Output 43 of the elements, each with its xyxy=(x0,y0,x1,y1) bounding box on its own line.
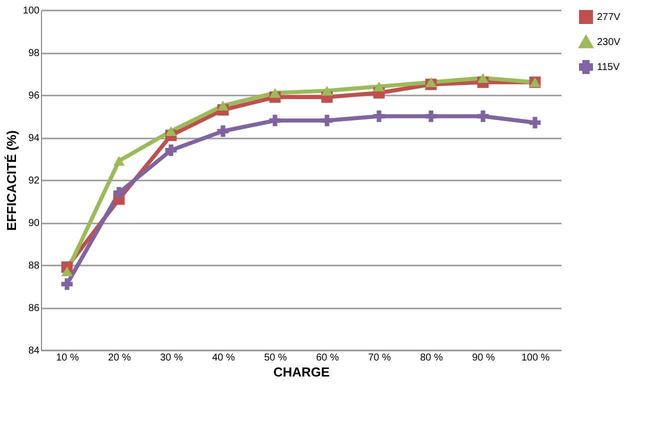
point xyxy=(113,156,125,166)
x-tick-label: 100 % xyxy=(521,352,550,364)
legend-label: 230V xyxy=(597,37,621,48)
y-tick-label: 92 xyxy=(28,176,40,186)
y-tick-label: 86 xyxy=(28,303,40,314)
point xyxy=(113,187,125,198)
x-tick-label: 50 % xyxy=(264,352,288,364)
x-tick-label: 70 % xyxy=(368,352,392,364)
point xyxy=(321,114,333,126)
point xyxy=(373,82,385,92)
x-tick-label: 20 % xyxy=(108,352,132,364)
point xyxy=(269,114,281,126)
x-tick-label: 60 % xyxy=(316,352,340,364)
y-tick-label: 96 xyxy=(28,90,40,102)
point xyxy=(61,266,73,276)
x-tick-label: 90 % xyxy=(472,352,496,364)
x-tick-label: 40 % xyxy=(212,352,236,364)
point xyxy=(373,110,385,122)
point xyxy=(165,126,177,136)
legend-label: 115V xyxy=(597,62,620,73)
point xyxy=(425,77,437,88)
point xyxy=(61,278,73,290)
point xyxy=(529,116,541,128)
point xyxy=(425,110,437,122)
legend-label: 277V xyxy=(597,12,621,23)
y-tick-label: 94 xyxy=(28,133,40,144)
x-axis-title: CHARGE xyxy=(273,364,330,380)
point xyxy=(217,100,229,111)
y-tick-label: 100 xyxy=(22,6,40,16)
y-tick-label: 88 xyxy=(28,260,40,272)
y-tick-label: 84 xyxy=(28,346,40,356)
y-tick-label: 98 xyxy=(28,48,40,59)
x-tick-label: 10 % xyxy=(56,352,80,364)
point xyxy=(477,110,489,122)
point xyxy=(217,125,229,137)
x-tick-label: 80 % xyxy=(420,352,444,364)
point xyxy=(477,73,489,83)
point xyxy=(165,144,177,156)
point xyxy=(269,88,281,98)
x-tick-label: 30 % xyxy=(160,352,184,364)
y-tick-label: 90 xyxy=(28,218,40,229)
y-axis-title: EFFICACITÉ (%) xyxy=(4,130,19,231)
point xyxy=(321,86,333,96)
